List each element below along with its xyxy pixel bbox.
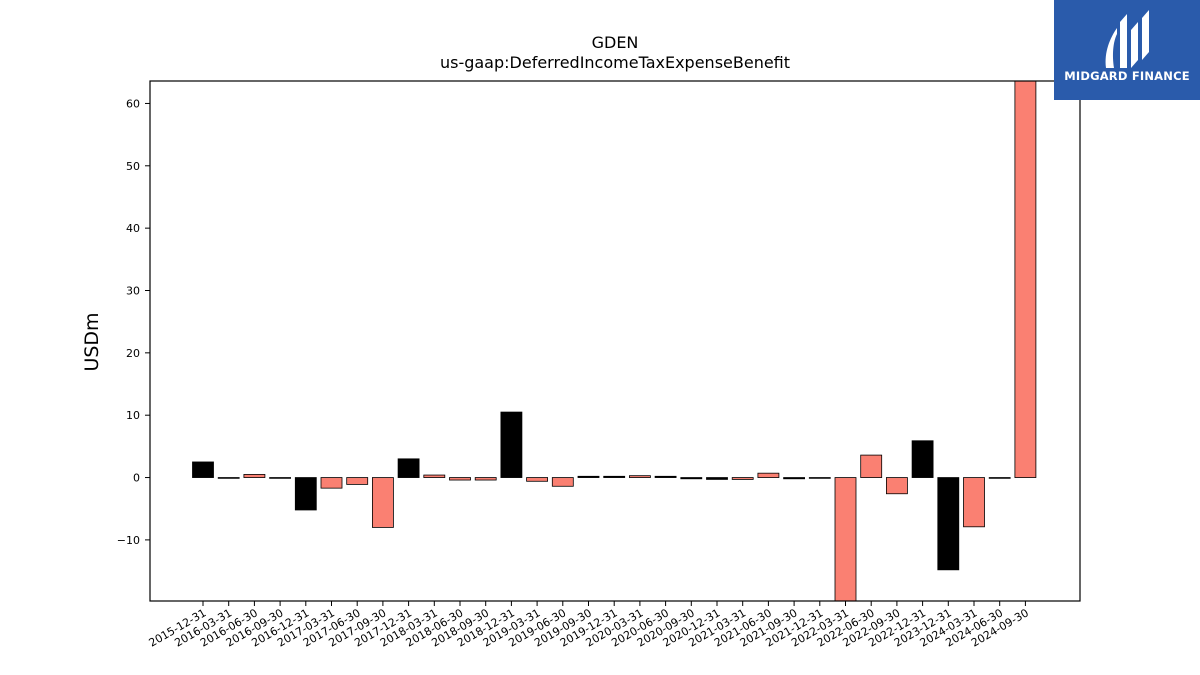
bar bbox=[526, 477, 548, 482]
y-tick-label: −10 bbox=[117, 534, 140, 547]
bar bbox=[963, 477, 985, 528]
bar bbox=[629, 475, 651, 478]
y-tick-label: 40 bbox=[126, 222, 140, 235]
y-tick-label: 50 bbox=[126, 160, 140, 173]
bar bbox=[423, 474, 446, 478]
plot-frame bbox=[149, 80, 1081, 602]
midgard-logo-icon bbox=[1105, 10, 1149, 68]
y-tick-label: 60 bbox=[126, 97, 140, 110]
bar bbox=[192, 461, 214, 478]
chart-title: GDEN bbox=[592, 33, 639, 52]
y-tick-label: 30 bbox=[126, 284, 140, 297]
bar bbox=[397, 458, 420, 478]
bar bbox=[757, 472, 780, 478]
y-tick-label: 0 bbox=[133, 472, 140, 485]
y-tick-label: 10 bbox=[126, 409, 140, 422]
bar bbox=[577, 475, 600, 478]
bar bbox=[294, 477, 317, 511]
bar bbox=[449, 477, 471, 481]
bar bbox=[731, 477, 754, 480]
bar bbox=[603, 475, 626, 478]
chart-subtitle: us-gaap:DeferredIncomeTaxExpenseBenefit bbox=[440, 53, 790, 72]
bar bbox=[808, 477, 831, 479]
bar bbox=[988, 477, 1011, 479]
bar bbox=[654, 475, 677, 478]
bar bbox=[706, 477, 728, 480]
bar bbox=[783, 477, 805, 480]
bar bbox=[551, 477, 574, 487]
bar bbox=[243, 474, 266, 478]
brand-logo: MIDGARD FINANCE bbox=[1054, 0, 1200, 100]
bar bbox=[217, 477, 240, 479]
bar bbox=[834, 477, 857, 602]
bar bbox=[1014, 80, 1037, 478]
brand-name: MIDGARD FINANCE bbox=[1064, 69, 1190, 83]
bar bbox=[371, 477, 394, 528]
y-axis-label: USDm bbox=[81, 312, 103, 371]
bar bbox=[911, 440, 934, 478]
bar bbox=[937, 477, 960, 571]
bar bbox=[680, 477, 703, 480]
plot-area: −1001020304050602015-12-312016-03-312016… bbox=[117, 80, 1037, 650]
bar bbox=[474, 477, 497, 481]
bar bbox=[500, 411, 523, 478]
y-tick-label: 20 bbox=[126, 347, 140, 360]
bar bbox=[346, 477, 369, 485]
bar bbox=[269, 477, 292, 479]
bar bbox=[860, 454, 883, 478]
bar bbox=[320, 477, 343, 489]
bar bbox=[886, 477, 908, 495]
